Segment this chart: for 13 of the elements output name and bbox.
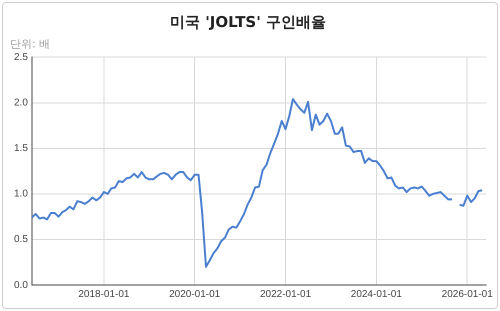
x-tick-label: 2020-01-01: [169, 288, 221, 300]
x-tick-label: 2024-01-01: [350, 288, 402, 300]
x-tick-label: 2018-01-01: [78, 288, 130, 300]
chart-subtitle: 단위: 배: [10, 37, 50, 50]
y-tick-label: 2.0: [14, 98, 28, 109]
y-tick-label: 1.0: [14, 188, 28, 200]
y-tick-label: 0.0: [14, 280, 28, 291]
x-tick-label: 2026-01-01: [442, 288, 494, 300]
y-tick-label: 2.5: [14, 52, 28, 63]
y-tick-label: 0.5: [14, 234, 28, 246]
y-tick-label: 1.5: [14, 143, 28, 154]
chart-title: 미국 'JOLTS' 구인배율: [170, 12, 326, 31]
x-tick-label: 2022-01-01: [260, 288, 312, 300]
